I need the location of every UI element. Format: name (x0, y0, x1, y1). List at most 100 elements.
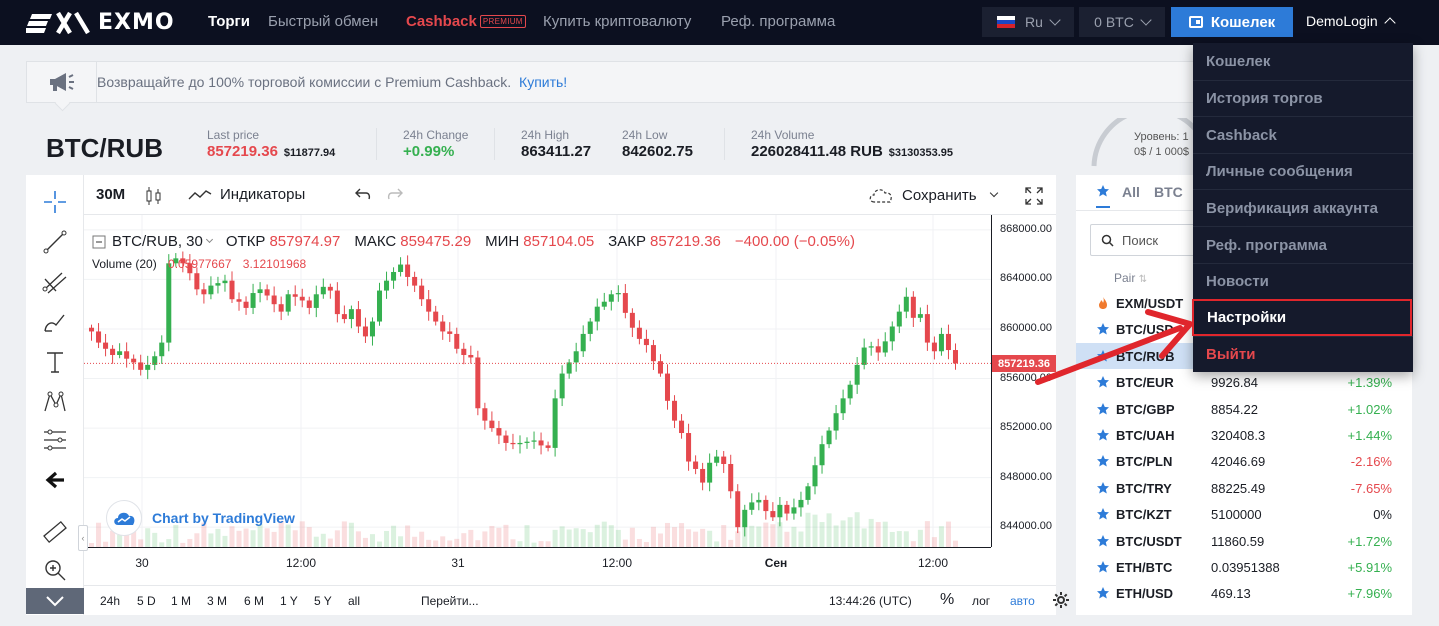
timeframe-0[interactable]: 24h (100, 594, 121, 608)
menu-item-8[interactable]: Выйти (1193, 335, 1413, 373)
time-axis[interactable]: 30 12:00 31 12:00 Сен 12:00 (84, 547, 991, 585)
undo-button[interactable] (354, 186, 372, 202)
tab-all[interactable]: All (1122, 184, 1140, 200)
volume-bar (636, 538, 642, 547)
volume-bar (629, 527, 635, 547)
zoom-tool[interactable] (40, 555, 70, 585)
volume-bar (728, 539, 734, 547)
chart-type-button[interactable] (145, 186, 163, 206)
tradingview-credit[interactable]: Chart by TradingView (106, 500, 295, 536)
candle-body (896, 311, 902, 327)
market-row[interactable]: BTC/KZT 5100000 0% (1076, 501, 1412, 527)
auto-scale-toggle[interactable]: авто (1010, 594, 1035, 608)
timeframe-7[interactable]: all (348, 594, 361, 608)
price-axis[interactable]: 868000.00 864000.00 860000.00 856000.00 8520… (991, 215, 1056, 547)
volume-bar (749, 525, 755, 547)
nav-item-label: Купить криптовалюту (543, 13, 692, 30)
expand-side-tab[interactable]: ‹ (78, 525, 88, 551)
timeframe-5[interactable]: 1 Y (280, 594, 298, 608)
text-tool[interactable] (40, 347, 70, 377)
ruler-tool[interactable] (40, 517, 70, 547)
banner-text: Возвращайте до 100% торговой комиссии с … (97, 74, 567, 90)
market-row[interactable]: BTC/GBP 8854.22 +1.02% (1076, 396, 1412, 422)
menu-item-7[interactable]: Настройки (1192, 299, 1412, 337)
goto-date-button[interactable]: Перейти... (421, 594, 479, 608)
wallet-button[interactable]: Кошелек (1171, 7, 1293, 37)
menu-item-0[interactable]: Кошелек (1206, 53, 1271, 70)
brush-tool[interactable] (40, 307, 70, 337)
volume-bar (552, 529, 558, 547)
market-row[interactable]: BTC/EUR 9926.84 +1.39% (1076, 369, 1412, 395)
market-row[interactable]: ETH/BTC 0.03951388 +5.91% (1076, 554, 1412, 580)
price-chart[interactable] (84, 215, 991, 547)
volume-bar (264, 528, 270, 547)
volume-bar (482, 531, 488, 547)
nav-item-label: Быстрый обмен (268, 13, 379, 30)
star-icon[interactable] (1096, 322, 1110, 336)
exmo-logo[interactable]: EXMO (26, 10, 175, 35)
timeframe-1[interactable]: 5 D (137, 594, 156, 608)
balance-selector[interactable]: 0 BTC (1079, 7, 1165, 37)
interval-selector[interactable]: 30M (96, 186, 126, 203)
candle-body (889, 326, 895, 342)
chevron-down-icon (1140, 14, 1152, 26)
menu-item-5[interactable]: Реф. программа (1193, 226, 1413, 263)
menu-item-2[interactable]: Cashback (1193, 116, 1413, 153)
utc-clock[interactable]: 13:44:26 (UTC) (829, 594, 912, 608)
nav-item-1[interactable]: Быстрый обмен (268, 13, 378, 30)
menu-item-1[interactable]: История торгов (1193, 79, 1413, 117)
collapse-legend-icon[interactable] (92, 235, 106, 249)
prediction-tool[interactable] (40, 425, 70, 455)
banner-buy-link[interactable]: Купить! (519, 74, 568, 90)
star-icon[interactable] (1096, 428, 1110, 442)
star-icon[interactable] (1096, 349, 1110, 363)
nav-item-3[interactable]: Купить криптовалюту (543, 13, 691, 30)
collapse-toolbar-button[interactable] (26, 588, 84, 614)
menu-item-6[interactable]: Новости (1193, 262, 1413, 300)
nav-item-2[interactable]: Cashback PREMIUM (406, 13, 526, 30)
chart-settings-button[interactable] (1052, 591, 1070, 612)
fib-tool[interactable] (40, 267, 70, 297)
divider (376, 128, 377, 160)
user-menu-button[interactable]: DemoLogin (1306, 13, 1396, 29)
timeframe-4[interactable]: 6 M (244, 594, 265, 608)
trend-line-tool[interactable] (40, 227, 70, 257)
fullscreen-button[interactable] (1024, 186, 1044, 206)
column-header-pair[interactable]: Pair ⇅ (1114, 271, 1147, 285)
volume-bar (348, 522, 354, 547)
indicators-button[interactable]: Индикаторы (188, 186, 305, 203)
star-icon[interactable] (1096, 586, 1110, 600)
market-row[interactable]: EXM/USDT (1076, 290, 1412, 316)
star-icon[interactable] (1096, 560, 1110, 574)
menu-item-4[interactable]: Верификация аккаунта (1193, 189, 1413, 226)
row-pair: BTC/RUB (1116, 348, 1175, 364)
nav-item-0[interactable]: Торги (208, 13, 250, 30)
market-row[interactable]: BTC/PLN 42046.69 -2.16% (1076, 448, 1412, 474)
market-row[interactable]: BTC/UAH 320408.3 +1.44% (1076, 422, 1412, 448)
favorites-tab[interactable] (1096, 184, 1110, 208)
pattern-tool[interactable] (40, 387, 70, 417)
star-icon[interactable] (1096, 402, 1110, 416)
percent-scale-toggle[interactable]: % (940, 591, 955, 608)
nav-item-4[interactable]: Реф. программа (721, 13, 835, 30)
market-row[interactable]: BTC/USDT 11860.59 +1.72% (1076, 528, 1412, 554)
star-icon[interactable] (1096, 507, 1110, 521)
timeframe-2[interactable]: 1 M (171, 594, 192, 608)
crosshair-tool[interactable] (40, 187, 70, 217)
save-button[interactable]: Сохранить (868, 186, 998, 204)
star-icon[interactable] (1096, 534, 1110, 548)
language-selector[interactable]: Ru (982, 7, 1074, 37)
star-icon[interactable] (1096, 454, 1110, 468)
menu-item-3[interactable]: Личные сообщения (1193, 152, 1413, 190)
log-scale-toggle[interactable]: лог (972, 594, 991, 608)
back-tool[interactable] (40, 465, 70, 495)
market-search-input[interactable]: Поиск (1090, 224, 1210, 256)
market-row[interactable]: ETH/USD 469.13 +7.96% (1076, 580, 1412, 606)
tab-btc[interactable]: BTC (1154, 184, 1183, 200)
star-icon[interactable] (1096, 481, 1110, 495)
timeframe-3[interactable]: 3 M (207, 594, 228, 608)
redo-button[interactable] (386, 186, 404, 202)
market-row[interactable]: BTC/TRY 88225.49 -7.65% (1076, 475, 1412, 501)
timeframe-6[interactable]: 5 Y (314, 594, 332, 608)
star-icon[interactable] (1096, 375, 1110, 389)
